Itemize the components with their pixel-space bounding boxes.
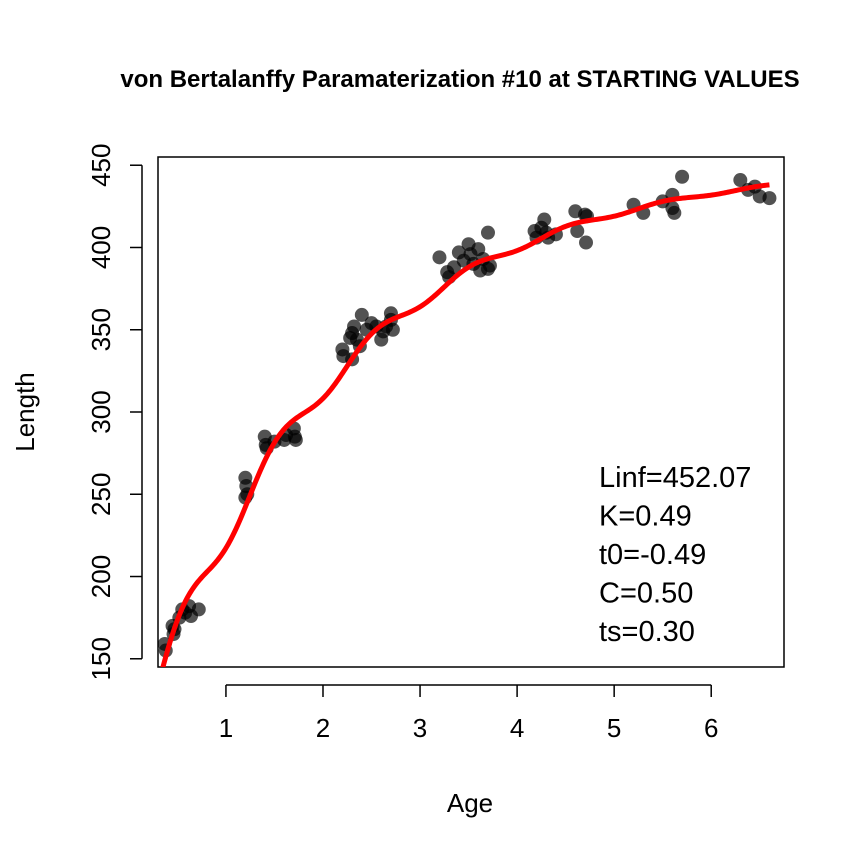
data-point	[762, 191, 777, 206]
y-tick-label: 300	[86, 390, 116, 433]
y-tick-label: 400	[86, 226, 116, 269]
y-tick-label: 200	[86, 555, 116, 598]
data-point	[733, 173, 748, 188]
x-tick-label: 6	[704, 713, 718, 743]
data-point	[675, 169, 690, 184]
parameter-annotation: ts=0.30	[599, 616, 695, 648]
data-point	[482, 258, 497, 273]
y-tick-label: 250	[86, 473, 116, 516]
x-axis: 1 2 3 4 5 6	[219, 684, 718, 743]
data-point	[385, 322, 400, 337]
y-axis-label: Length	[10, 372, 40, 452]
y-tick-label: 150	[86, 637, 116, 680]
data-point	[579, 235, 594, 250]
parameter-annotation: C=0.50	[599, 578, 693, 610]
x-axis-label: Age	[447, 788, 493, 818]
data-point	[347, 319, 362, 334]
data-point	[537, 212, 552, 227]
x-tick-label: 1	[219, 713, 233, 743]
y-tick-label: 450	[86, 144, 116, 187]
data-point	[480, 225, 495, 240]
data-point	[667, 205, 682, 220]
x-tick-label: 4	[510, 713, 524, 743]
y-axis: 150 200 250 300 350 400 450	[86, 144, 143, 680]
fit-curve	[160, 182, 770, 667]
y-tick-label: 350	[86, 308, 116, 351]
x-tick-label: 5	[607, 713, 621, 743]
data-point	[354, 307, 369, 322]
data-point	[570, 224, 585, 239]
data-point	[288, 432, 303, 447]
data-point	[191, 602, 206, 617]
x-tick-label: 2	[316, 713, 330, 743]
parameter-annotation: t0=-0.49	[599, 539, 706, 571]
plot-frame	[157, 156, 785, 668]
parameter-annotations: Linf=452.07 K=0.49 t0=-0.49 C=0.50 ts=0.30	[599, 462, 751, 648]
parameter-annotation: Linf=452.07	[599, 462, 751, 494]
data-point	[432, 250, 447, 265]
parameter-annotation: K=0.49	[599, 501, 692, 533]
chart-title: von Bertalanffy Paramaterization #10 at …	[120, 66, 799, 93]
x-tick-label: 3	[413, 713, 427, 743]
